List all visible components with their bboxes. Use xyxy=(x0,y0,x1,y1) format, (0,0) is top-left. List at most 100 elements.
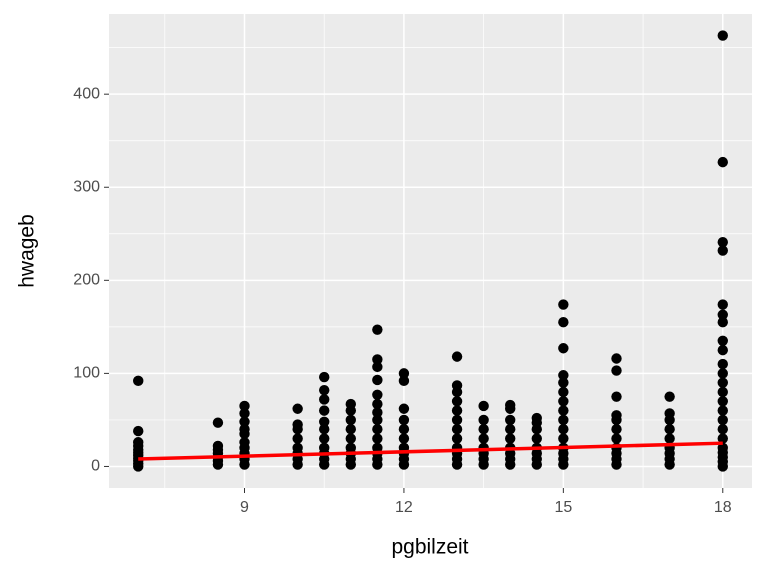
point xyxy=(558,299,569,310)
point xyxy=(451,433,463,444)
point xyxy=(558,405,569,416)
point xyxy=(558,386,569,398)
point xyxy=(717,405,728,416)
point xyxy=(133,375,144,387)
point xyxy=(717,377,728,388)
y-axis-title: hwageb xyxy=(16,214,39,288)
point xyxy=(611,353,622,364)
point xyxy=(319,405,330,416)
point xyxy=(212,440,224,452)
x-tick-label: 18 xyxy=(714,499,732,516)
point xyxy=(319,442,330,454)
point xyxy=(717,396,728,407)
point xyxy=(239,437,250,448)
point xyxy=(372,442,383,454)
point xyxy=(372,361,383,373)
point xyxy=(558,433,569,444)
point xyxy=(398,403,410,414)
point xyxy=(372,424,383,435)
point xyxy=(398,368,410,379)
point xyxy=(717,245,728,256)
point xyxy=(717,156,728,168)
y-tick-label: 100 xyxy=(73,365,100,382)
point xyxy=(372,407,383,418)
y-tick-label: 0 xyxy=(91,458,100,475)
point xyxy=(345,398,356,410)
point xyxy=(664,433,675,444)
point xyxy=(611,424,622,435)
point xyxy=(239,416,250,427)
point xyxy=(717,442,728,454)
x-tick-label: 15 xyxy=(554,499,572,516)
y-tick-label: 400 xyxy=(73,85,100,102)
point xyxy=(292,403,303,414)
point xyxy=(558,414,569,426)
point xyxy=(133,437,144,448)
point xyxy=(239,400,250,412)
point xyxy=(717,299,728,310)
point xyxy=(558,396,569,407)
point xyxy=(451,414,463,426)
point xyxy=(717,433,728,444)
point xyxy=(212,417,224,428)
point xyxy=(478,424,489,435)
point xyxy=(292,433,303,444)
point xyxy=(611,433,622,444)
point xyxy=(717,316,728,328)
point xyxy=(372,414,383,426)
y-tick-label: 200 xyxy=(73,272,100,289)
point xyxy=(664,408,675,419)
point xyxy=(558,343,569,354)
point xyxy=(664,424,675,435)
point xyxy=(398,375,410,387)
marks xyxy=(133,30,728,472)
point xyxy=(292,442,303,454)
point xyxy=(558,316,569,328)
point xyxy=(558,377,569,388)
point xyxy=(451,424,463,435)
point xyxy=(398,433,410,444)
point xyxy=(717,386,728,398)
y-tick-label: 300 xyxy=(73,178,100,195)
point xyxy=(451,396,463,407)
point xyxy=(717,368,728,379)
point xyxy=(664,391,675,402)
point xyxy=(531,412,542,424)
point xyxy=(717,309,728,320)
point xyxy=(345,433,356,444)
point xyxy=(319,371,330,383)
point xyxy=(505,399,516,411)
point xyxy=(717,236,728,248)
point xyxy=(239,408,250,419)
point xyxy=(372,374,383,386)
point xyxy=(505,414,516,426)
point xyxy=(292,419,303,430)
x-tick-label: 9 xyxy=(240,499,249,516)
x-tick-label: 12 xyxy=(395,499,413,516)
point xyxy=(558,424,569,435)
point xyxy=(717,344,728,356)
point xyxy=(398,424,410,435)
point xyxy=(372,433,383,444)
point xyxy=(372,354,383,365)
point xyxy=(611,391,622,402)
point xyxy=(345,414,356,426)
point xyxy=(478,414,489,426)
point xyxy=(398,414,410,426)
point xyxy=(558,370,569,381)
point xyxy=(372,398,383,410)
point xyxy=(239,424,250,435)
point xyxy=(372,389,383,400)
point xyxy=(319,394,330,405)
point xyxy=(451,380,463,391)
point xyxy=(451,405,463,416)
point xyxy=(319,416,330,427)
point xyxy=(478,433,489,444)
point xyxy=(717,30,728,41)
point xyxy=(478,400,489,412)
point xyxy=(717,335,728,347)
point xyxy=(531,433,542,444)
point xyxy=(717,358,728,370)
point xyxy=(717,414,728,426)
x-axis-title: pgbilzeit xyxy=(391,536,468,559)
